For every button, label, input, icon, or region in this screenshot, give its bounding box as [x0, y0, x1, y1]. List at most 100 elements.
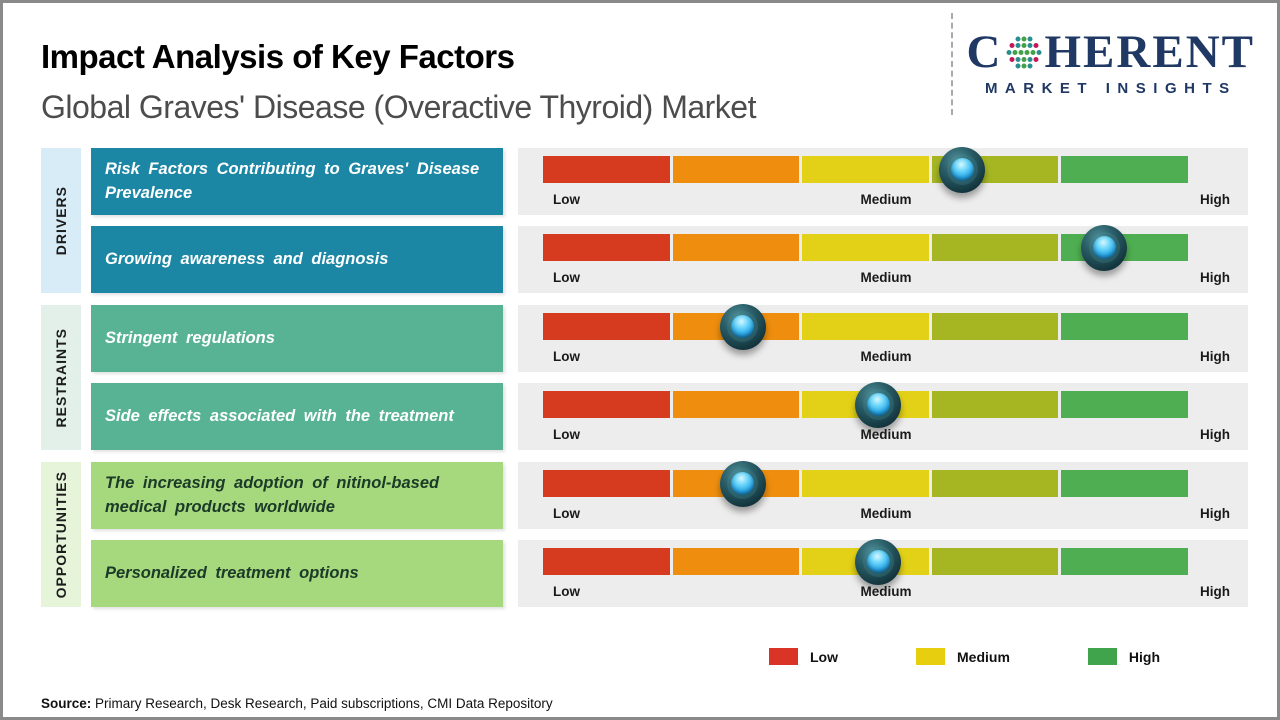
- source-label: Source:: [41, 696, 92, 711]
- scale-medium-label: Medium: [860, 349, 912, 364]
- group-strip-restraints: RESTRAINTS: [41, 305, 81, 450]
- scale-low-label: Low: [553, 584, 580, 599]
- impact-slider[interactable]: [543, 538, 1188, 585]
- factor-row: Growing awareness and diagnosis Low Medi…: [91, 224, 1248, 293]
- impact-slider-panel: Low Medium High: [518, 224, 1248, 293]
- source-line: Source: Primary Research, Desk Research,…: [41, 696, 553, 711]
- impact-knob-core: [731, 472, 755, 495]
- source-text: Primary Research, Desk Research, Paid su…: [91, 696, 553, 711]
- scale-segment: [931, 313, 1059, 340]
- scale-low-label: Low: [553, 270, 580, 285]
- group-drivers: DRIVERS Risk Factors Contributing to Gra…: [41, 146, 1248, 293]
- scale-segment: [672, 391, 800, 418]
- scale-segment: [802, 234, 929, 261]
- scale-medium-label: Medium: [860, 427, 912, 442]
- impact-knob-core: [1092, 236, 1116, 259]
- coherent-logo: C HERENT MARKET INSIGHTS: [966, 26, 1255, 98]
- scale-medium-label: Medium: [860, 270, 912, 285]
- impact-knob[interactable]: [855, 538, 902, 585]
- scale-medium-label: Medium: [860, 192, 912, 207]
- factor-row: Stringent regulations Low Medium High: [91, 303, 1248, 372]
- scale-medium-label: Medium: [860, 506, 912, 521]
- scale-low-label: Low: [553, 427, 580, 442]
- group-label-drivers: DRIVERS: [53, 185, 69, 256]
- factor-label-box: Side effects associated with the treatme…: [91, 383, 503, 450]
- legend-swatch-high: [1087, 648, 1117, 665]
- logo-letter-c: C: [966, 26, 1003, 78]
- scale-segment: [1061, 470, 1188, 497]
- scale-low-label: Low: [553, 349, 580, 364]
- impact-slider-panel: Low Medium High: [518, 146, 1248, 215]
- scale-segment: [543, 234, 670, 261]
- header-divider: [951, 13, 953, 115]
- scale-high-label: High: [1200, 506, 1230, 521]
- scale-low-label: Low: [553, 192, 580, 207]
- factor-label-box: Personalized treatment options: [91, 540, 503, 607]
- scale-high-label: High: [1200, 270, 1230, 285]
- scale-high-label: High: [1200, 427, 1230, 442]
- scale-segment: [1061, 156, 1188, 183]
- logo-tagline: MARKET INSIGHTS: [984, 80, 1237, 97]
- scale-segment: [931, 548, 1059, 575]
- impact-matrix: DRIVERS Risk Factors Contributing to Gra…: [41, 146, 1248, 607]
- impact-slider[interactable]: [543, 381, 1188, 428]
- legend-item-low: Low: [769, 648, 838, 665]
- scale-segment: [672, 548, 800, 575]
- logo-globe-icon: [1006, 36, 1041, 68]
- impact-knob[interactable]: [719, 303, 766, 350]
- impact-knob[interactable]: [719, 460, 766, 507]
- scale-high-label: High: [1200, 349, 1230, 364]
- factor-label: Growing awareness and diagnosis: [105, 249, 389, 268]
- factor-label: Side effects associated with the treatme…: [105, 406, 454, 425]
- factor-row: The increasing adoption of nitinol-based…: [91, 460, 1248, 529]
- impact-slider[interactable]: [543, 460, 1188, 507]
- legend-label-medium: Medium: [957, 648, 1010, 665]
- impact-knob[interactable]: [939, 146, 986, 193]
- legend-label-high: High: [1128, 648, 1160, 665]
- factor-label: Personalized treatment options: [105, 563, 359, 582]
- factor-label-box: Growing awareness and diagnosis: [91, 226, 503, 293]
- legend-swatch-medium: [916, 648, 945, 665]
- group-strip-opportunities: OPPORTUNITIES: [41, 462, 81, 607]
- scale-segment: [1061, 313, 1188, 340]
- group-strip-drivers: DRIVERS: [41, 148, 81, 293]
- legend-item-high: High: [1087, 648, 1160, 665]
- scale-segment: [1061, 548, 1188, 575]
- scale-segment: [543, 391, 670, 418]
- scale-segment: [802, 156, 929, 183]
- impact-knob[interactable]: [1081, 224, 1128, 271]
- legend-item-medium: Medium: [916, 648, 1010, 665]
- page-subtitle: Global Graves' Disease (Overactive Thyro…: [41, 89, 756, 125]
- scale-medium-label: Medium: [860, 584, 912, 599]
- scale-segment: [543, 313, 670, 340]
- scale-segment: [672, 234, 800, 261]
- scale-high-label: High: [1200, 192, 1230, 207]
- impact-knob-core: [866, 393, 890, 416]
- scale-segment: [543, 470, 670, 497]
- impact-slider-panel: Low Medium High: [518, 460, 1248, 529]
- scale-low-label: Low: [553, 506, 580, 521]
- impact-slider[interactable]: [543, 224, 1188, 271]
- factor-row: Side effects associated with the treatme…: [91, 381, 1248, 450]
- logo-letters-rest: HERENT: [1044, 26, 1255, 78]
- impact-slider[interactable]: [543, 146, 1188, 193]
- page-title: Impact Analysis of Key Factors: [41, 38, 515, 75]
- factor-label-box: Stringent regulations: [91, 305, 503, 372]
- impact-slider[interactable]: [543, 303, 1188, 350]
- impact-knob-core: [731, 315, 755, 338]
- impact-slider-panel: Low Medium High: [518, 538, 1248, 607]
- impact-knob[interactable]: [855, 381, 902, 428]
- group-restraints: RESTRAINTS Stringent regulations Low Med…: [41, 303, 1248, 450]
- factor-label: The increasing adoption of nitinol-based…: [105, 473, 440, 516]
- scale-segment: [931, 234, 1059, 261]
- factor-row: Risk Factors Contributing to Graves' Dis…: [91, 146, 1248, 215]
- impact-knob-core: [950, 158, 974, 181]
- factor-label-box: The increasing adoption of nitinol-based…: [91, 462, 503, 529]
- scale-segment: [543, 156, 670, 183]
- legend-label-low: Low: [810, 648, 838, 665]
- factor-label: Risk Factors Contributing to Graves' Dis…: [105, 159, 480, 202]
- group-opportunities: OPPORTUNITIES The increasing adoption of…: [41, 460, 1248, 607]
- scale-segment: [1061, 391, 1188, 418]
- impact-slider-panel: Low Medium High: [518, 303, 1248, 372]
